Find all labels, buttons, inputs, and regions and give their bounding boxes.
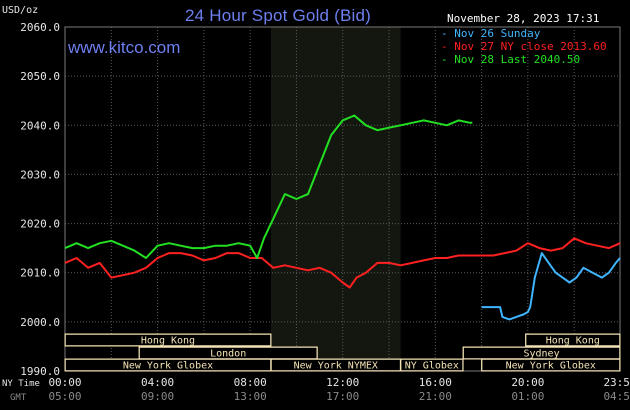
legend-item-nov26: - Nov 26 Sunday xyxy=(441,27,541,40)
x-tick-label-ny: 12:00 xyxy=(326,376,359,389)
session-label: Hong Kong xyxy=(546,336,600,347)
x-tick-label-ny: 00:00 xyxy=(48,376,81,389)
y-tick-label: 2050.0 xyxy=(20,70,60,83)
session-label: Sydney xyxy=(523,349,559,360)
timestamp: November 28, 2023 17:31 xyxy=(447,12,600,25)
session-band xyxy=(481,358,621,372)
legend-item-nov28: - Nov 28 Last 2040.50 xyxy=(441,53,581,66)
session-label: London xyxy=(210,349,246,360)
y-tick-label: 2040.0 xyxy=(20,119,60,132)
y-tick-label: 2060.0 xyxy=(20,21,60,34)
gmt-label: GMT xyxy=(10,393,27,403)
x-tick-label-gmt: 13:00 xyxy=(234,390,267,403)
x-tick-label-gmt: 17:00 xyxy=(326,390,359,403)
session-band xyxy=(64,333,272,347)
series-line xyxy=(64,237,621,289)
ny-time-label: NY Time xyxy=(2,379,40,389)
x-tick-label-gmt: 21:00 xyxy=(419,390,452,403)
x-tick-label-gmt: 01:00 xyxy=(511,390,544,403)
nymex-highlight-band xyxy=(270,27,401,371)
session-band-edge xyxy=(65,334,271,346)
session-band-edge xyxy=(525,334,620,346)
y-tick-label: 1990.0 xyxy=(20,365,60,378)
session-label: NY Globex xyxy=(405,361,459,372)
chart-legend: - Nov 26 Sunday - Nov 27 NY close 2013.6… xyxy=(441,27,607,66)
x-tick-label-ny: 04:00 xyxy=(141,376,174,389)
session-band-edge xyxy=(400,359,463,371)
chart-grid xyxy=(64,26,621,372)
session-label: New York Globex xyxy=(123,361,213,372)
series-line xyxy=(481,252,621,321)
legend-label: Nov 26 Sunday xyxy=(454,27,541,40)
session-band xyxy=(525,333,621,347)
watermark: www.kitco.com xyxy=(68,38,181,57)
x-tick-label-ny: 08:00 xyxy=(234,376,267,389)
x-tick-label-gmt: 05:00 xyxy=(48,390,81,403)
legend-item-nov27: - Nov 27 NY close 2013.60 xyxy=(441,40,607,53)
chart-title: 24 Hour Spot Gold (Bid) xyxy=(185,6,372,25)
x-tick-label-gmt: 04:59 xyxy=(603,390,630,403)
y-axis-labels: 1990.0 2000.0 2010.0 2020.0 2030.0 2040.0 2050… xyxy=(20,21,60,378)
x-tick-label-ny: 23:59 xyxy=(603,376,630,389)
y-tick-label: 2030.0 xyxy=(20,168,60,181)
session-band xyxy=(400,358,464,372)
nymex-highlight-rect xyxy=(270,27,401,371)
x-tick-label-gmt: 09:00 xyxy=(141,390,174,403)
x-tick-label-ny: 20:00 xyxy=(511,376,544,389)
y-tick-label: 2000.0 xyxy=(20,316,60,329)
session-band-edge xyxy=(481,359,620,371)
session-label: Hong Kong xyxy=(141,336,195,347)
session-label: New York Globex xyxy=(506,361,596,372)
y-tick-label: 2020.0 xyxy=(20,218,60,231)
session-band-edge xyxy=(65,359,271,371)
chart-series xyxy=(64,114,621,321)
y-tick-label: 2010.0 xyxy=(20,267,60,280)
legend-label: Nov 28 Last 2040.50 xyxy=(454,53,581,66)
x-tick-label-ny: 16:00 xyxy=(419,376,452,389)
legend-label: Nov 27 NY close 2013.60 xyxy=(454,40,607,53)
series-line xyxy=(64,114,473,259)
units-label: USD/oz xyxy=(2,5,39,16)
session-label: New York NYMEX xyxy=(294,361,378,372)
